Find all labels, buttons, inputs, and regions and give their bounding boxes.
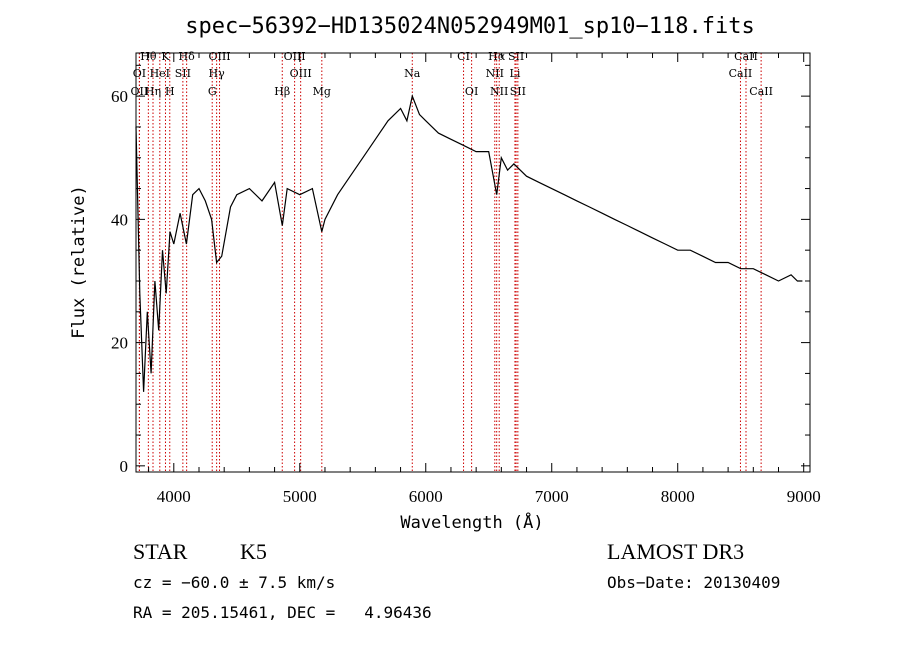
line-marker-label: OI: [465, 85, 478, 98]
x-tick-label: 9000: [787, 487, 821, 506]
line-marker-label: SII: [508, 50, 524, 63]
line-marker-label: Li: [510, 67, 521, 80]
line-marker-label: OIII: [290, 67, 312, 80]
obs-date: Obs−Date: 20130409: [607, 573, 781, 592]
line-marker-label: SII: [510, 85, 526, 98]
plot-frame: [135, 52, 811, 473]
y-tick-label: 40: [111, 210, 128, 229]
y-tick-label: 0: [120, 457, 129, 476]
y-tick-label: 60: [111, 87, 128, 106]
line-marker-label: H: [165, 85, 175, 98]
line-marker-label: Hα: [488, 50, 506, 63]
x-tick-label: 8000: [661, 487, 695, 506]
y-axis: 0 20 40 60: [111, 64, 810, 476]
line-marker-label: HeI: [150, 67, 170, 80]
line-marker-label: NII: [490, 85, 508, 98]
x-axis-label: Wavelength (Å): [400, 511, 543, 533]
line-marker-label: SII: [175, 67, 191, 80]
line-marker-label: G: [208, 85, 217, 98]
line-marker-label: CaII: [734, 50, 758, 63]
line-marker-label: Mg: [313, 85, 331, 98]
line-marker-label: CaII: [729, 67, 753, 80]
x-axis: 4000 5000 6000 7000 8000 9000: [148, 53, 821, 506]
line-marker-label: Hβ: [274, 85, 290, 98]
redshift-line: cz = −60.0 ± 7.5 km/s: [133, 573, 336, 592]
line-marker-label: OII: [131, 85, 149, 98]
line-marker-label: Hδ: [179, 50, 196, 63]
survey-name: LAMOST DR3: [607, 539, 745, 564]
line-marker-label: NII: [486, 67, 504, 80]
x-tick-label: 7000: [535, 487, 569, 506]
y-axis-label: Flux (relative): [69, 185, 89, 339]
line-marker-label: CaII: [749, 85, 773, 98]
line-marker-label: Hη: [145, 85, 161, 98]
subclass: K5: [240, 539, 267, 564]
coordinates: RA = 205.15461, DEC = 4.96436: [133, 603, 432, 622]
spectrum-series: [135, 94, 803, 392]
line-marker-label: OIII: [284, 50, 306, 63]
object-class: STAR: [133, 539, 188, 564]
x-tick-label: 4000: [157, 487, 191, 506]
line-marker-label: CI: [457, 50, 470, 63]
line-marker-label: Hγ: [209, 67, 226, 80]
chart-title: spec−56392−HD135024N052949M01_sp10−118.f…: [185, 14, 755, 39]
line-marker-label: Na: [404, 67, 421, 80]
spectrum-line: [135, 94, 803, 392]
y-tick-label: 20: [111, 334, 128, 353]
line-marker-label: K: [161, 50, 170, 63]
x-tick-label: 5000: [283, 487, 317, 506]
x-tick-label: 6000: [409, 487, 443, 506]
